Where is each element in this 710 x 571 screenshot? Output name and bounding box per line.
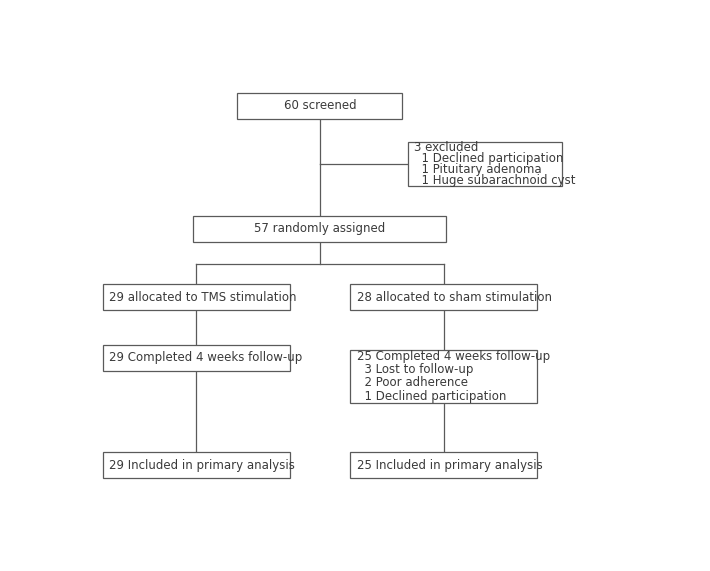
- FancyBboxPatch shape: [350, 350, 537, 403]
- FancyBboxPatch shape: [102, 284, 290, 310]
- FancyBboxPatch shape: [350, 284, 537, 310]
- FancyBboxPatch shape: [102, 345, 290, 371]
- Text: 25 Included in primary analysis: 25 Included in primary analysis: [356, 459, 542, 472]
- FancyBboxPatch shape: [193, 216, 447, 242]
- Text: 60 screened: 60 screened: [283, 99, 356, 112]
- Text: 2 Poor adherence: 2 Poor adherence: [356, 376, 468, 389]
- Text: 29 Included in primary analysis: 29 Included in primary analysis: [109, 459, 295, 472]
- FancyBboxPatch shape: [102, 452, 290, 478]
- FancyBboxPatch shape: [408, 142, 562, 186]
- Text: 3 excluded: 3 excluded: [415, 142, 479, 154]
- Text: 1 Pituitary adenoma: 1 Pituitary adenoma: [415, 163, 542, 176]
- Text: 29 allocated to TMS stimulation: 29 allocated to TMS stimulation: [109, 291, 297, 304]
- Text: 29 Completed 4 weeks follow-up: 29 Completed 4 weeks follow-up: [109, 351, 302, 364]
- Text: 1 Huge subarachnoid cyst: 1 Huge subarachnoid cyst: [415, 174, 576, 187]
- Text: 25 Completed 4 weeks follow-up: 25 Completed 4 weeks follow-up: [356, 350, 550, 363]
- Text: 1 Declined participation: 1 Declined participation: [415, 152, 564, 166]
- Text: 1 Declined participation: 1 Declined participation: [356, 389, 506, 403]
- FancyBboxPatch shape: [350, 452, 537, 478]
- Text: 57 randomly assigned: 57 randomly assigned: [254, 223, 386, 235]
- Text: 3 Lost to follow-up: 3 Lost to follow-up: [356, 363, 473, 376]
- Text: 28 allocated to sham stimulation: 28 allocated to sham stimulation: [356, 291, 552, 304]
- FancyBboxPatch shape: [237, 93, 403, 119]
